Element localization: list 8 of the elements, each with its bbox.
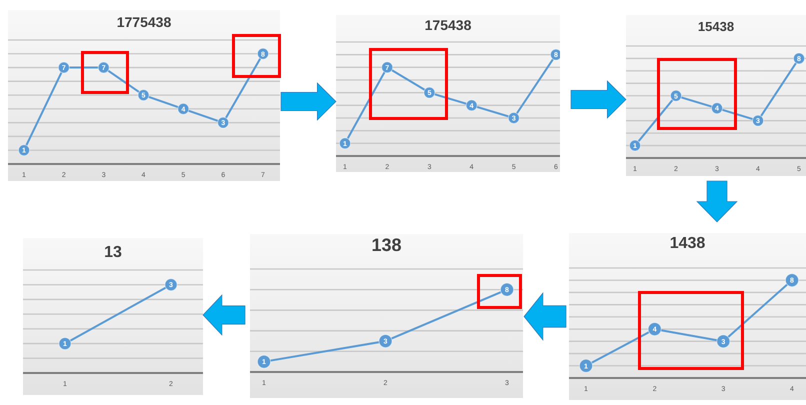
point: [579, 358, 593, 373]
chart-title: 13: [104, 244, 122, 261]
chart-title: 1438: [670, 235, 706, 252]
chart-title: 138: [371, 235, 402, 255]
chart-title: 1775438: [116, 14, 172, 30]
chart-title: 175438: [424, 17, 472, 33]
chart-title: 15438: [698, 18, 734, 34]
point: [716, 334, 730, 348]
